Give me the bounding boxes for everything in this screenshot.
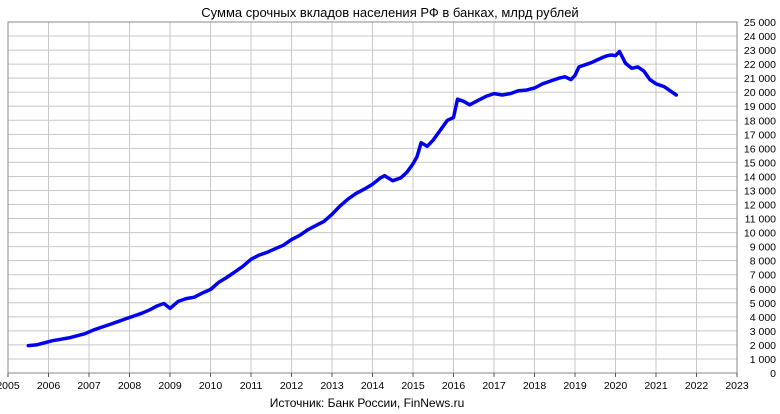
x-tick-label: 2009 bbox=[158, 380, 182, 392]
y-tick-label: 0 bbox=[770, 368, 776, 380]
y-tick-label: 20 000 bbox=[744, 87, 776, 99]
x-tick-label: 2014 bbox=[361, 380, 385, 392]
y-tick-label: 14 000 bbox=[744, 171, 776, 183]
x-tick-label: 2008 bbox=[118, 380, 142, 392]
x-tick-label: 2022 bbox=[685, 380, 709, 392]
y-tick-label: 2 000 bbox=[750, 340, 776, 352]
y-tick-label: 5 000 bbox=[750, 298, 776, 310]
y-tick-label: 24 000 bbox=[744, 31, 776, 43]
x-tick-label: 2020 bbox=[604, 380, 628, 392]
y-tick-label: 13 000 bbox=[744, 185, 776, 197]
y-tick-label: 17 000 bbox=[744, 129, 776, 141]
x-tick-label: 2012 bbox=[280, 380, 304, 392]
y-tick-label: 9 000 bbox=[750, 242, 776, 254]
y-tick-label: 23 000 bbox=[744, 45, 776, 57]
y-tick-label: 18 000 bbox=[744, 115, 776, 127]
y-tick-label: 19 000 bbox=[744, 101, 776, 113]
y-tick-label: 1 000 bbox=[750, 354, 776, 366]
x-tick-label: 2007 bbox=[77, 380, 101, 392]
x-tick-label: 2016 bbox=[442, 380, 466, 392]
y-tick-label: 7 000 bbox=[750, 270, 776, 282]
x-tick-label: 2023 bbox=[725, 380, 749, 392]
x-tick-label: 2017 bbox=[482, 380, 506, 392]
x-tick-label: 2018 bbox=[523, 380, 547, 392]
series-line bbox=[26, 49, 679, 348]
chart-title: Сумма срочных вкладов населения РФ в бан… bbox=[201, 5, 578, 20]
x-tick-label: 2015 bbox=[401, 380, 425, 392]
y-tick-label: 10 000 bbox=[744, 228, 776, 240]
y-axis: 0 1 000 2 000 3 000 4 000 5 000 6 000 7 000 8 00… bbox=[744, 17, 776, 380]
y-tick-label: 21 000 bbox=[744, 73, 776, 85]
y-tick-label: 15 000 bbox=[744, 157, 776, 169]
x-tick-label: 2011 bbox=[240, 380, 263, 392]
x-tick-label: 2005 bbox=[0, 380, 20, 392]
y-tick-label: 6 000 bbox=[750, 284, 776, 296]
y-tick-label: 8 000 bbox=[750, 256, 776, 268]
x-axis: 2005 2006 2007 2008 2009 2010 2011 2012 2013 2014… bbox=[0, 373, 749, 392]
y-tick-label: 16 000 bbox=[744, 143, 776, 155]
y-tick-label: 25 000 bbox=[744, 17, 776, 29]
y-tick-label: 12 000 bbox=[744, 200, 776, 212]
x-tick-label: 2021 bbox=[644, 380, 668, 392]
chart-source: Источник: Банк России, FinNews.ru bbox=[270, 396, 465, 410]
x-tick-label: 2010 bbox=[199, 380, 223, 392]
y-tick-label: 4 000 bbox=[750, 312, 776, 324]
y-tick-label: 11 000 bbox=[745, 214, 776, 226]
x-tick-label: 2019 bbox=[563, 380, 587, 392]
y-tick-label: 3 000 bbox=[750, 326, 776, 338]
y-tick-label: 22 000 bbox=[744, 59, 776, 71]
x-tick-label: 2006 bbox=[37, 380, 61, 392]
x-tick-label: 2013 bbox=[320, 380, 344, 392]
